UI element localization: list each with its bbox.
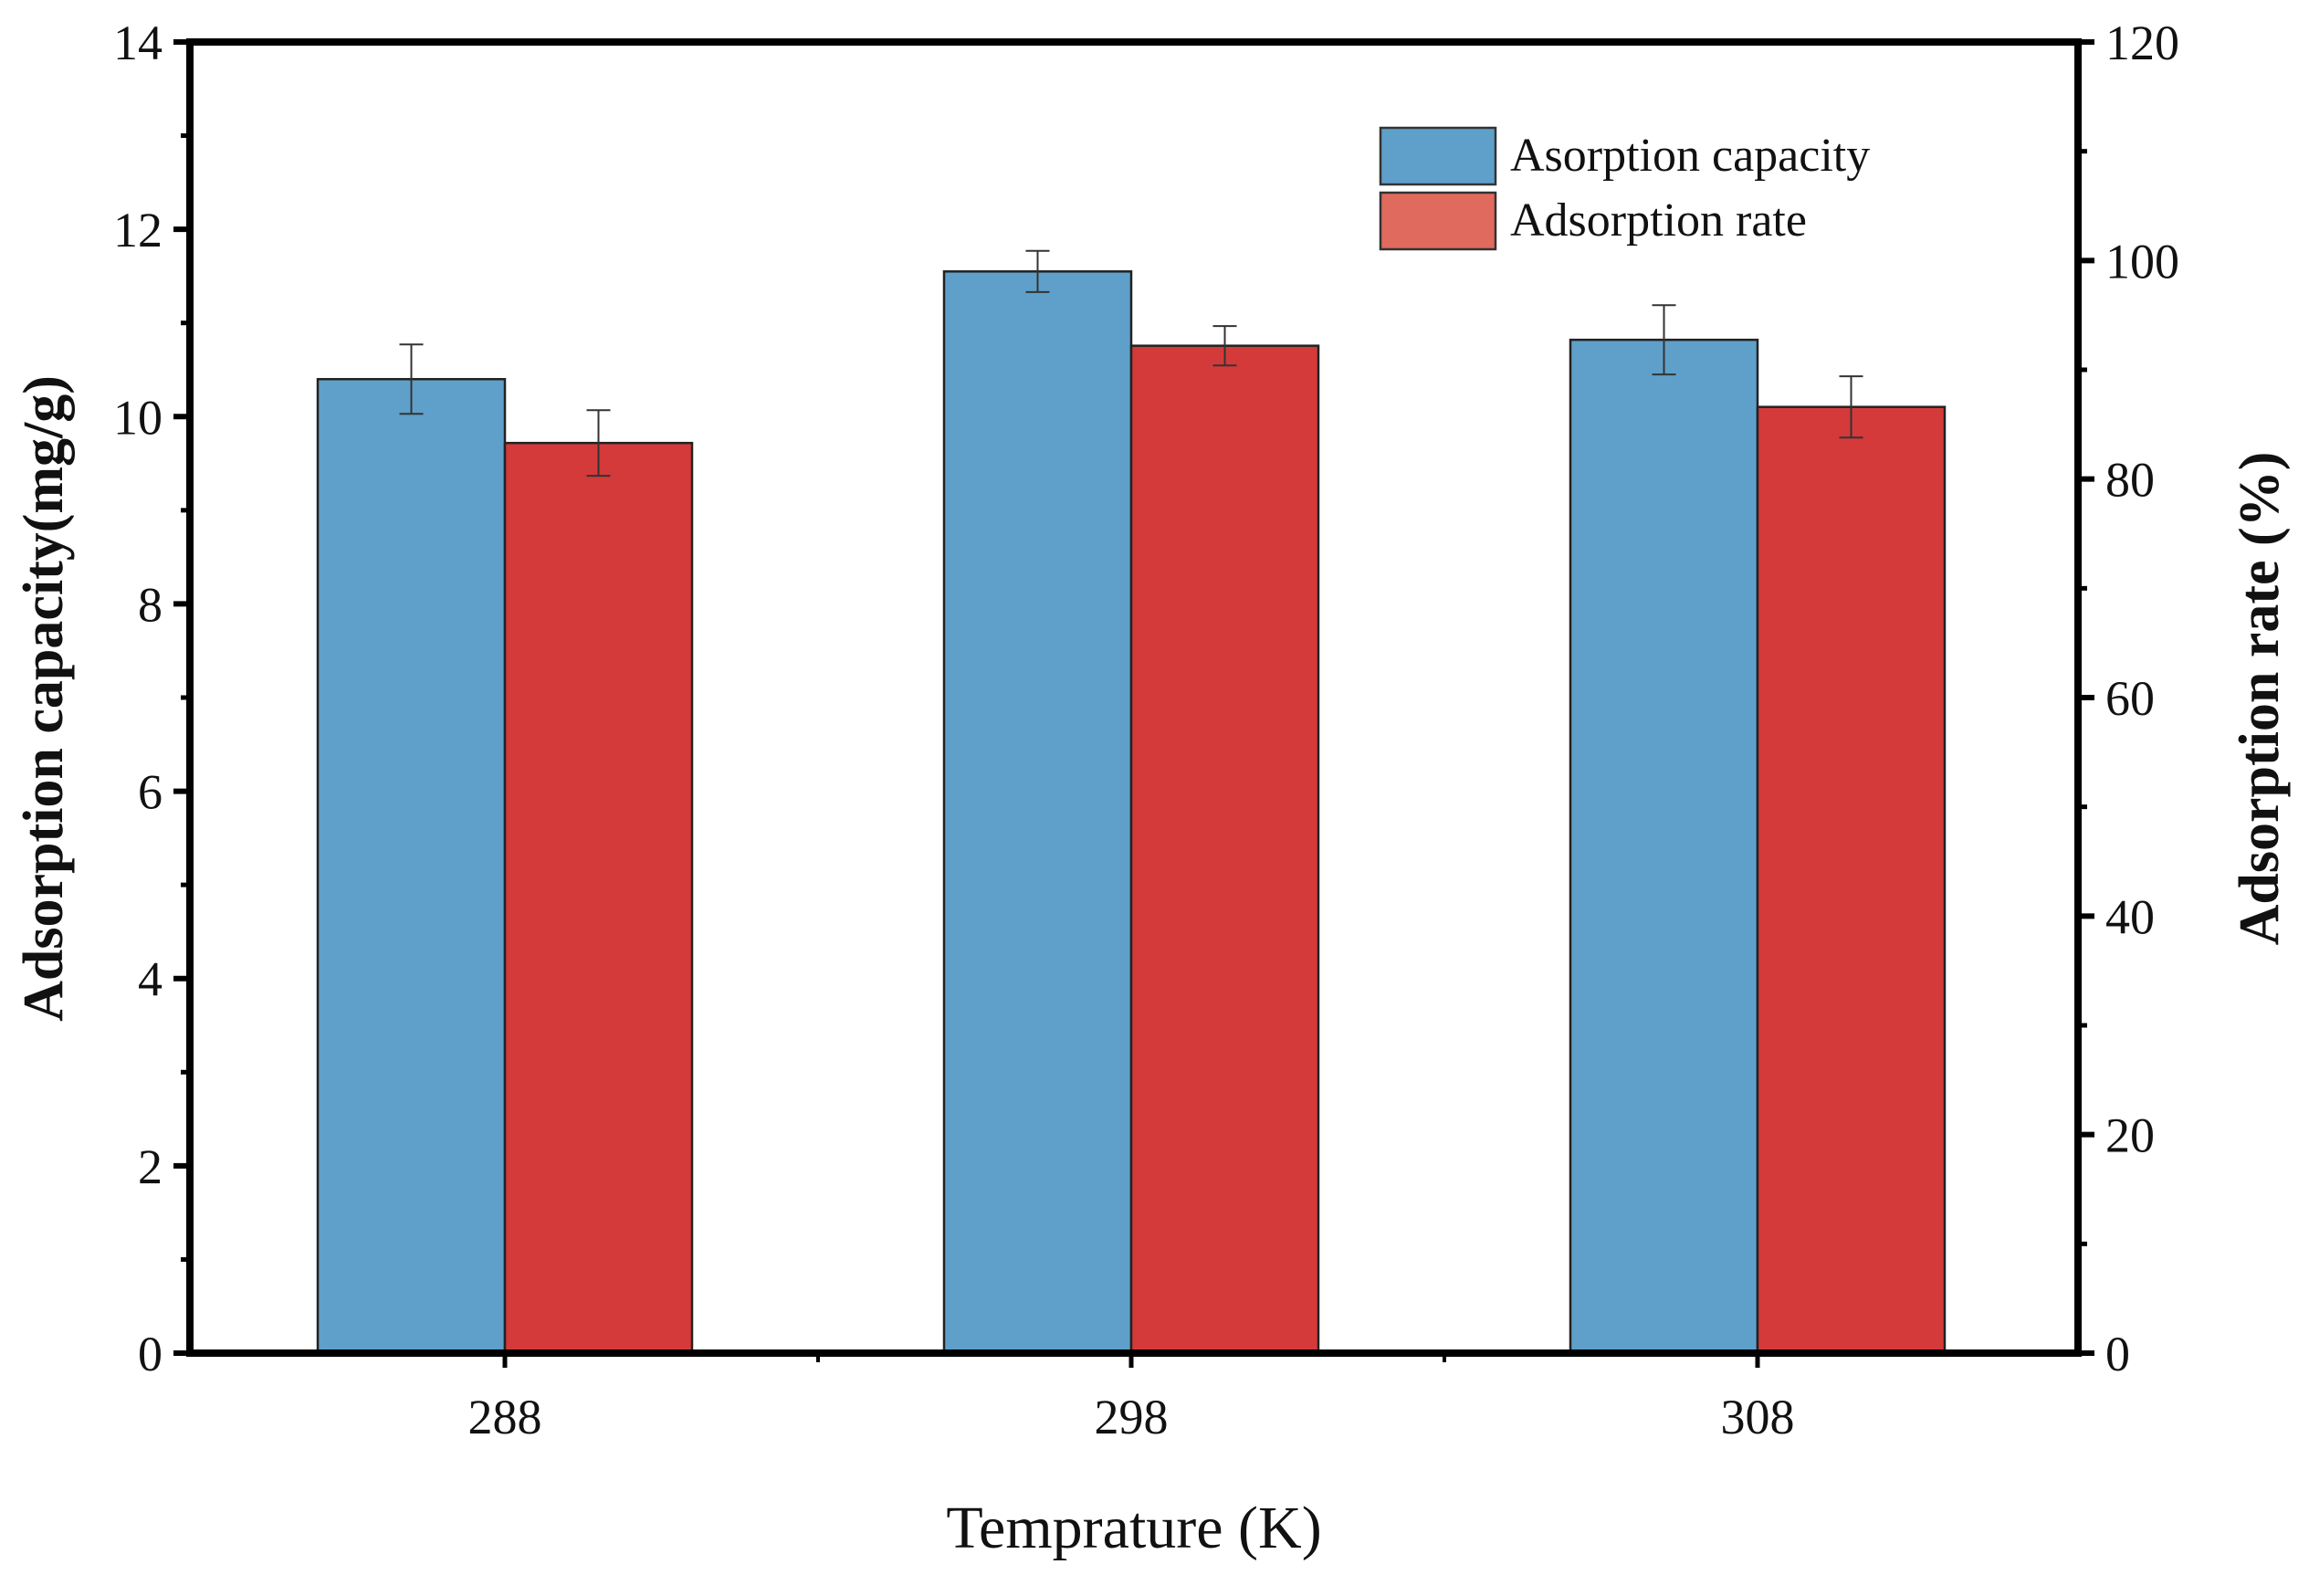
legend: Asorption capacity Adsorption rate <box>1379 126 1870 251</box>
y-tick-label-6: 6 <box>138 765 163 820</box>
legend-swatch-capacity <box>1379 126 1497 186</box>
axes-layer: 0 2 4 6 8 10 12 14 0 20 40 60 80 100 120 288 298 308 <box>113 16 2179 1444</box>
bar-capacity-308 <box>1569 338 1759 1355</box>
x-tick-label-288: 288 <box>468 1390 542 1444</box>
x-tick-label-298: 298 <box>1095 1390 1169 1444</box>
y2-axis-title: Adsorption rate (%) <box>2229 452 2291 946</box>
y2-tick-label-120: 120 <box>2105 16 2179 70</box>
y2-tick-label-20: 20 <box>2105 1108 2155 1163</box>
y2-tick-label-0: 0 <box>2105 1327 2130 1381</box>
bar-capacity-298 <box>942 270 1133 1355</box>
y-axis-title: Adsorption capacity(mg/g) <box>13 375 75 1022</box>
y2-tick-label-80: 80 <box>2105 453 2155 508</box>
y-tick-label-4: 4 <box>138 952 163 1007</box>
x-axis-title: Temprature (K) <box>946 1495 1321 1561</box>
y-tick-label-10: 10 <box>113 390 163 445</box>
legend-swatch-rate <box>1379 191 1497 251</box>
x-tick-label-308: 308 <box>1721 1390 1795 1444</box>
y-tick-label-0: 0 <box>138 1327 163 1381</box>
bars-layer <box>316 270 1947 1355</box>
y2-tick-label-100: 100 <box>2105 234 2179 289</box>
bar-rate-288 <box>503 441 694 1355</box>
y-tick-label-14: 14 <box>113 16 163 70</box>
bar-rate-308 <box>1756 405 1947 1355</box>
legend-label-rate: Adsorption rate <box>1510 194 1807 247</box>
y-tick-label-2: 2 <box>138 1139 163 1194</box>
y-tick-label-8: 8 <box>138 577 163 632</box>
bar-rate-298 <box>1129 344 1320 1355</box>
error-bars-layer <box>399 249 1863 478</box>
bar-capacity-288 <box>316 378 507 1355</box>
y-tick-label-12: 12 <box>113 203 163 257</box>
legend-label-capacity: Asorption capacity <box>1510 130 1870 182</box>
y2-tick-label-40: 40 <box>2105 889 2155 944</box>
y2-tick-label-60: 60 <box>2105 671 2155 726</box>
